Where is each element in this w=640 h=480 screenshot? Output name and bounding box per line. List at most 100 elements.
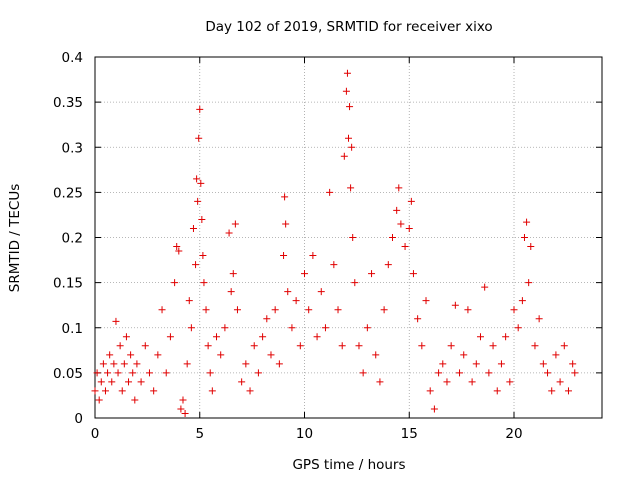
grid-lines xyxy=(95,57,602,418)
data-point xyxy=(326,188,334,196)
data-point xyxy=(187,324,195,332)
data-point xyxy=(204,342,212,350)
data-point xyxy=(263,315,271,323)
data-point xyxy=(430,405,438,413)
x-tick-labels: 0 5 10 15 20 xyxy=(91,426,523,442)
data-point xyxy=(397,220,405,228)
data-point xyxy=(422,297,430,305)
data-point xyxy=(110,360,118,368)
data-point xyxy=(372,351,380,359)
data-point xyxy=(166,333,174,341)
data-point xyxy=(271,306,279,314)
data-point xyxy=(539,360,547,368)
data-point xyxy=(518,297,526,305)
data-point xyxy=(213,333,221,341)
data-point xyxy=(330,261,338,269)
data-point xyxy=(198,215,206,223)
data-point xyxy=(127,351,135,359)
x-tick-label: 20 xyxy=(505,426,522,442)
data-point xyxy=(192,261,200,269)
data-point xyxy=(106,351,114,359)
data-point xyxy=(162,369,170,377)
data-point xyxy=(173,243,181,251)
data-point xyxy=(108,378,116,386)
data-point xyxy=(254,369,262,377)
data-point xyxy=(321,324,329,332)
data-point xyxy=(150,387,158,395)
data-point xyxy=(472,360,480,368)
data-point xyxy=(334,306,342,314)
data-point xyxy=(179,396,187,404)
data-point xyxy=(281,193,289,201)
data-point xyxy=(347,184,355,192)
y-tick-label: 0.35 xyxy=(53,95,83,111)
data-point xyxy=(95,396,103,404)
data-point xyxy=(231,220,239,228)
data-point xyxy=(195,134,203,142)
data-point xyxy=(384,261,392,269)
x-tick-label: 15 xyxy=(401,426,418,442)
data-point xyxy=(282,220,290,228)
data-point xyxy=(199,252,207,260)
data-point xyxy=(197,179,205,187)
data-point xyxy=(481,283,489,291)
data-point xyxy=(296,342,304,350)
y-tick-label: 0.15 xyxy=(53,276,83,292)
y-tick-label: 0.05 xyxy=(53,366,83,382)
data-point xyxy=(531,342,539,350)
data-point xyxy=(292,297,300,305)
data-point xyxy=(376,378,384,386)
data-point xyxy=(359,369,367,377)
data-point xyxy=(189,224,197,232)
data-point xyxy=(200,279,208,287)
data-point xyxy=(405,224,413,232)
data-point xyxy=(556,378,564,386)
data-point xyxy=(489,342,497,350)
data-point xyxy=(506,378,514,386)
y-tick-label: 0.2 xyxy=(62,231,83,247)
y-tick-label: 0.3 xyxy=(62,140,83,156)
data-point xyxy=(118,387,126,395)
data-point xyxy=(122,333,130,341)
data-point xyxy=(288,324,296,332)
data-point xyxy=(569,360,577,368)
data-point xyxy=(493,387,501,395)
data-point xyxy=(340,152,348,160)
data-point xyxy=(451,301,459,309)
data-point xyxy=(527,243,535,251)
data-points xyxy=(91,69,579,417)
data-point xyxy=(309,252,317,260)
data-point xyxy=(114,369,122,377)
data-point xyxy=(181,409,189,417)
data-point xyxy=(217,351,225,359)
x-tick-label: 10 xyxy=(296,426,313,442)
data-point xyxy=(208,387,216,395)
data-point xyxy=(193,175,201,183)
data-point xyxy=(177,405,185,413)
data-point xyxy=(380,306,388,314)
data-point xyxy=(349,234,357,241)
x-tick-label: 0 xyxy=(91,426,100,442)
data-point xyxy=(464,306,472,314)
data-point xyxy=(407,197,415,205)
data-point xyxy=(525,279,533,287)
data-point xyxy=(514,324,522,332)
data-point xyxy=(93,369,101,377)
data-point xyxy=(131,396,139,404)
data-point xyxy=(497,360,505,368)
y-tick-labels: 0 0.05 0.1 0.15 0.2 0.25 0.3 0.35 0.4 xyxy=(53,50,83,427)
data-point xyxy=(439,360,447,368)
data-point xyxy=(185,297,193,305)
data-point xyxy=(280,252,288,260)
data-point xyxy=(443,378,451,386)
data-point xyxy=(120,360,128,368)
data-point xyxy=(183,360,191,368)
y-tick-label: 0 xyxy=(74,411,83,427)
data-point xyxy=(502,333,510,341)
data-point xyxy=(242,360,250,368)
data-point xyxy=(301,270,309,278)
data-point xyxy=(571,369,579,377)
data-point xyxy=(548,387,556,395)
data-point xyxy=(414,315,422,323)
